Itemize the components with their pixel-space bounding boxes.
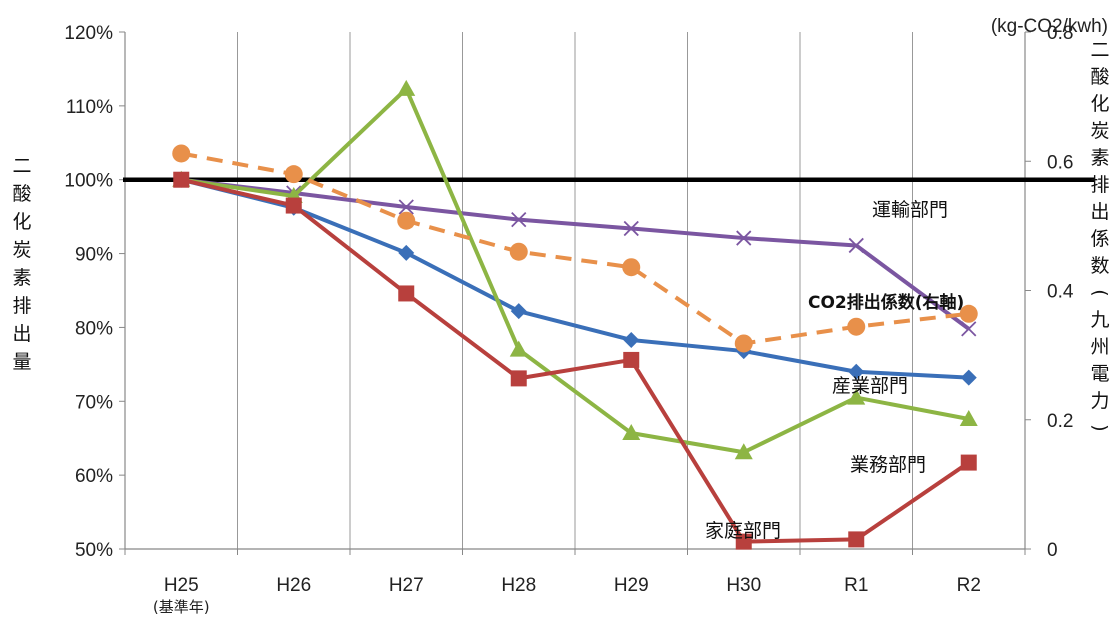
left-axis-title-char: 量 xyxy=(12,351,31,373)
right-tick-label: 0 xyxy=(1047,540,1058,561)
marker-circle xyxy=(510,243,528,261)
marker-circle xyxy=(285,165,303,183)
series-annotation: 家庭部門 xyxy=(705,520,781,542)
left-tick-label: 50% xyxy=(75,540,113,561)
marker-triangle xyxy=(510,341,528,357)
marker-diamond xyxy=(511,303,527,319)
series-annotation: CO2排出係数(右軸) xyxy=(808,292,964,313)
left-axis-title-char: 二 xyxy=(12,155,31,177)
left-axis-title-char: 酸 xyxy=(12,183,31,205)
x-tick-label: H29 xyxy=(614,575,649,596)
x-tick-label: H30 xyxy=(726,575,761,596)
right-axis-title-char: 炭 xyxy=(1090,120,1109,142)
left-tick-label: 70% xyxy=(75,392,113,413)
x-tick-label: R1 xyxy=(844,575,868,596)
right-axis-title-char: 数 xyxy=(1090,255,1109,277)
right-axis-title-char: 出 xyxy=(1090,201,1109,223)
marker-triangle xyxy=(397,80,415,96)
marker-circle xyxy=(622,258,640,276)
marker-circle xyxy=(847,318,865,336)
left-axis-ticks: 50% 60% 70% 80% 90% 100% 110% 120% xyxy=(64,23,125,561)
x-tick-label: H26 xyxy=(276,575,311,596)
x-axis-ticks: H25 (基準年) H26 H27 H28 H29 H30 R1 R2 xyxy=(125,549,1025,616)
left-axis-title-char: 排 xyxy=(12,295,31,317)
marker-circle xyxy=(397,212,415,230)
x-tick-label: R2 xyxy=(957,575,981,596)
right-axis-title-char: 素 xyxy=(1090,147,1109,169)
right-axis-title-char: ( xyxy=(1089,289,1111,296)
x-tick-label: H25 xyxy=(164,575,199,596)
right-axis-unit: (kg-CO2/kwh) xyxy=(991,16,1108,37)
marker-square xyxy=(286,198,302,214)
right-axis-title-char: 力 xyxy=(1090,390,1109,412)
right-tick-label: 0.4 xyxy=(1047,282,1074,303)
right-tick-label: 0.2 xyxy=(1047,411,1073,432)
marker-circle xyxy=(172,144,190,162)
left-tick-label: 120% xyxy=(64,23,113,44)
series-annotation: 運輸部門 xyxy=(872,199,948,221)
left-axis-title-char: 化 xyxy=(12,211,31,233)
left-tick-label: 60% xyxy=(75,466,113,487)
right-axis-title-char: 二 xyxy=(1090,39,1109,61)
marker-square xyxy=(173,172,189,188)
marker-circle xyxy=(735,334,753,352)
marker-diamond xyxy=(961,370,977,386)
marker-square xyxy=(398,285,414,301)
series-annotation: 産業部門 xyxy=(832,375,908,397)
marker-square xyxy=(623,352,639,368)
marker-square xyxy=(511,370,527,386)
right-axis-title-char: 電 xyxy=(1090,363,1109,385)
marker-square xyxy=(848,531,864,547)
right-axis-title-char: 化 xyxy=(1090,93,1109,115)
marker-diamond xyxy=(398,245,414,261)
left-axis-title-char: 炭 xyxy=(12,239,31,261)
marker-x xyxy=(962,322,976,336)
right-tick-label: 0.6 xyxy=(1047,152,1073,173)
right-axis-title-char: 排 xyxy=(1090,174,1109,196)
right-axis-title-char: 九 xyxy=(1090,309,1109,331)
left-tick-label: 110% xyxy=(66,97,113,118)
x-tick-sublabel: (基準年) xyxy=(153,598,210,616)
right-axis-title-char: 酸 xyxy=(1090,66,1109,88)
left-axis-title-char: 素 xyxy=(12,267,31,289)
left-axis-title-char: 出 xyxy=(12,323,31,345)
marker-diamond xyxy=(623,332,639,348)
right-axis-title-char: 州 xyxy=(1090,336,1109,358)
series-annotation: 業務部門 xyxy=(850,454,926,476)
right-axis-title-char: ) xyxy=(1089,424,1111,431)
marker-square xyxy=(961,455,977,471)
left-tick-label: 80% xyxy=(75,318,113,339)
right-axis-ticks: 00.20.40.60.8 xyxy=(1025,23,1074,561)
x-tick-label: H28 xyxy=(501,575,536,596)
left-tick-label: 100% xyxy=(64,171,113,192)
x-tick-label: H27 xyxy=(389,575,424,596)
right-axis-title-char: 係 xyxy=(1090,228,1109,250)
left-tick-label: 90% xyxy=(75,245,113,266)
